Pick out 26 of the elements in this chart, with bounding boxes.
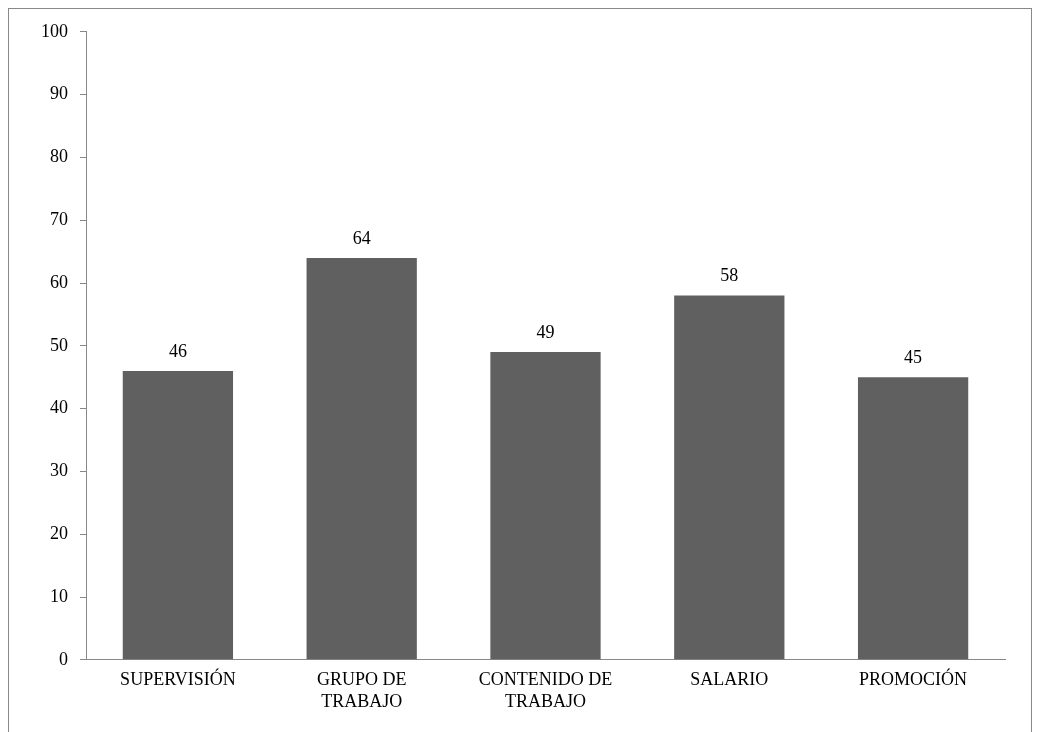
y-tick-label: 0 (59, 648, 68, 669)
bar (306, 257, 417, 660)
bar (122, 370, 234, 660)
x-tick-label: SUPERVISIÓN (120, 668, 236, 690)
data-label: 64 (352, 227, 371, 248)
x-tick-label: GRUPO DE TRABAJO (316, 669, 407, 711)
y-tick-label: 100 (41, 20, 68, 41)
y-tick-label: 30 (50, 460, 68, 481)
y-tick-label: 60 (50, 271, 68, 292)
x-tick-label: PROMOCIÓN (859, 668, 968, 690)
data-label: 49 (536, 321, 555, 342)
y-tick-label: 70 (50, 208, 68, 229)
y-tick-label: 40 (50, 397, 68, 418)
y-tick-label: 80 (50, 146, 68, 167)
data-label: 45 (904, 346, 923, 367)
data-label: 46 (168, 340, 187, 361)
bar (674, 295, 785, 660)
y-tick-label: 50 (50, 334, 68, 355)
bar (857, 377, 969, 660)
x-tick-label: SALARIO (690, 669, 769, 690)
y-tick-label: 10 (50, 585, 68, 606)
x-tick-label: CONTENIDO DE TRABAJO (478, 669, 613, 711)
y-tick-label: 90 (50, 83, 68, 104)
y-tick-label: 20 (50, 522, 68, 543)
data-label: 58 (720, 265, 739, 286)
bar (490, 352, 601, 660)
